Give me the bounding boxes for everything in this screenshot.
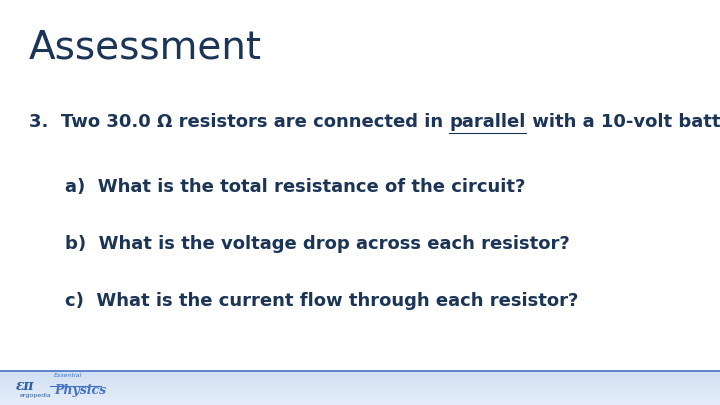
Text: 3.  Two 30.0 Ω resistors are connected in: 3. Two 30.0 Ω resistors are connected in (29, 113, 449, 131)
Bar (0, 383, 720, 384)
Text: with a 10-volt battery.: with a 10-volt battery. (526, 113, 720, 131)
Bar (0, 402, 720, 403)
Bar (0, 384, 720, 386)
Bar (0, 371, 720, 372)
Text: ergopedia: ergopedia (19, 393, 51, 398)
Text: Assessment: Assessment (29, 28, 262, 66)
Bar (0, 400, 720, 402)
Bar (0, 379, 720, 381)
Bar (0, 371, 720, 405)
Bar (0, 381, 720, 383)
Text: b)  What is the voltage drop across each resistor?: b) What is the voltage drop across each … (65, 235, 570, 253)
Bar (0, 388, 720, 390)
Text: επ: επ (16, 379, 35, 392)
Text: Physics: Physics (54, 384, 106, 397)
Bar (0, 374, 720, 376)
Bar (0, 396, 720, 398)
Text: a)  What is the total resistance of the circuit?: a) What is the total resistance of the c… (65, 178, 525, 196)
Bar (0, 391, 720, 393)
Bar (0, 398, 720, 400)
Bar (0, 394, 720, 396)
Bar (0, 372, 720, 374)
Text: Essential: Essential (54, 373, 82, 378)
Bar (0, 376, 720, 377)
Bar (0, 403, 720, 405)
Bar (0, 393, 720, 394)
Bar (0, 390, 720, 391)
Text: c)  What is the current flow through each resistor?: c) What is the current flow through each… (65, 292, 578, 309)
Text: parallel: parallel (449, 113, 526, 131)
Bar (0, 386, 720, 388)
Bar (0, 377, 720, 379)
